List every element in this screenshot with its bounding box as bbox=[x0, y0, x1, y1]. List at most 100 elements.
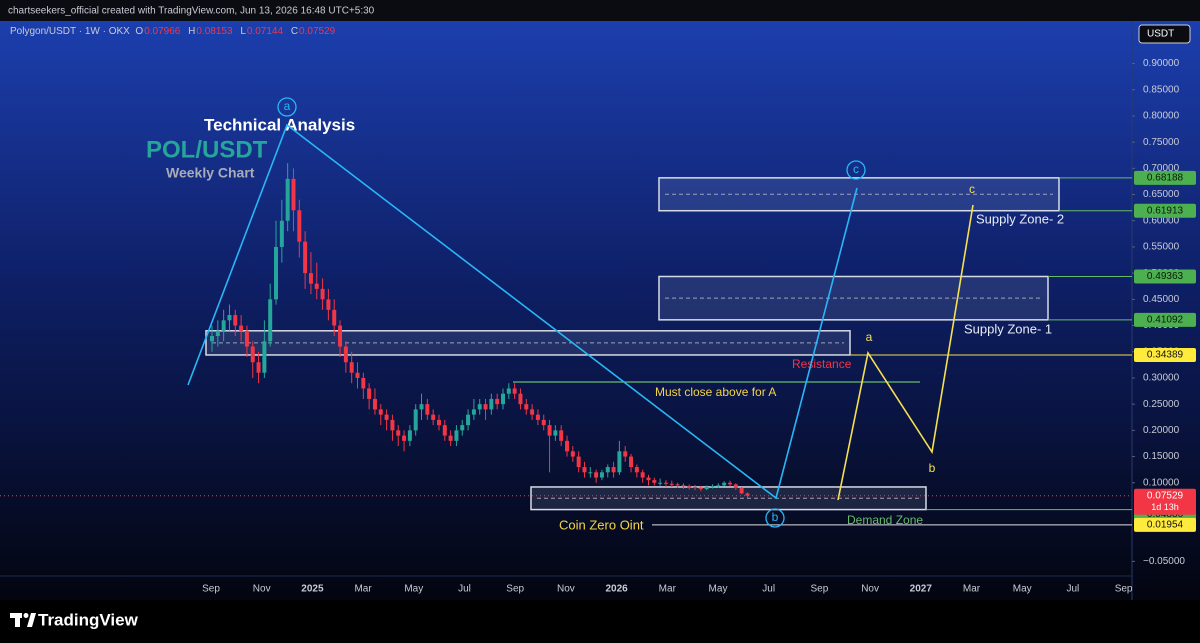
candle-body bbox=[390, 419, 395, 431]
footer-bar bbox=[0, 600, 1200, 643]
candle-body bbox=[378, 409, 383, 415]
candle-body bbox=[303, 241, 308, 274]
price-label: 0.49363 bbox=[1147, 271, 1184, 282]
x-tick-label: May bbox=[709, 584, 728, 595]
candle-body bbox=[559, 430, 564, 441]
candle-body bbox=[268, 299, 273, 342]
candle-body bbox=[687, 486, 692, 488]
candle-body bbox=[419, 404, 424, 410]
candle-body bbox=[553, 430, 558, 436]
candle-body bbox=[361, 377, 366, 389]
candle-body bbox=[221, 320, 226, 331]
candle-body bbox=[320, 288, 325, 300]
chart-background bbox=[0, 21, 1200, 600]
price-label-box bbox=[1134, 203, 1196, 218]
candle-body bbox=[367, 388, 372, 399]
candle-body bbox=[716, 485, 721, 487]
candle-body bbox=[407, 430, 412, 441]
currency-label: USDT bbox=[1147, 29, 1174, 40]
wave-label: a bbox=[284, 99, 291, 113]
candle-body bbox=[512, 388, 517, 394]
candle-body bbox=[611, 467, 616, 473]
candle-body bbox=[262, 341, 267, 373]
candle-body bbox=[349, 362, 354, 373]
impulse-wave bbox=[187, 123, 858, 500]
candle-body bbox=[658, 482, 663, 484]
y-tick-label: 0.75000 bbox=[1143, 137, 1180, 148]
price-label-box bbox=[1134, 488, 1196, 515]
candle-body bbox=[396, 430, 401, 436]
candle-body bbox=[227, 315, 232, 321]
candle-body bbox=[646, 477, 651, 481]
candle-body bbox=[518, 393, 523, 405]
candle-body bbox=[704, 486, 709, 490]
wave-label: b bbox=[772, 510, 779, 524]
candle-body bbox=[727, 482, 732, 485]
candle-body bbox=[402, 435, 407, 441]
candle-body bbox=[244, 330, 249, 347]
candle-body bbox=[372, 398, 377, 410]
x-tick-label: Nov bbox=[861, 584, 879, 595]
candle-body bbox=[233, 315, 238, 326]
candle-body bbox=[547, 425, 552, 436]
chart-title: Technical Analysis bbox=[204, 115, 355, 134]
wave-label: c bbox=[853, 162, 859, 176]
candle-body bbox=[599, 472, 604, 478]
footer-brand: TradingView bbox=[38, 610, 139, 629]
x-tick-label: Nov bbox=[557, 584, 575, 595]
zone-label: Resistance bbox=[792, 357, 852, 371]
y-tick-label: 0.80000 bbox=[1143, 111, 1180, 122]
candle-body bbox=[431, 414, 436, 420]
logo-shape bbox=[23, 613, 29, 618]
header-text: chartseekers_official created with Tradi… bbox=[8, 6, 375, 17]
candle-body bbox=[448, 435, 453, 441]
wave-circle bbox=[765, 508, 785, 528]
candle-body bbox=[722, 482, 727, 486]
x-tick-label: Jul bbox=[762, 584, 775, 595]
price-label-box bbox=[1134, 517, 1196, 532]
candle-body bbox=[541, 419, 546, 426]
logo-shape bbox=[15, 613, 20, 627]
candle-body bbox=[535, 414, 540, 420]
x-tick-label: May bbox=[404, 584, 423, 595]
candle-body bbox=[256, 362, 261, 373]
coin-zero-label: Coin Zero Oint bbox=[559, 517, 644, 532]
countdown-label: 1d 13h bbox=[1151, 502, 1179, 512]
wave-label: b bbox=[929, 461, 936, 475]
candle-body bbox=[675, 484, 680, 486]
chart-caption: Weekly Chart bbox=[166, 165, 255, 181]
candle-body bbox=[582, 467, 587, 473]
x-tick-label: May bbox=[1013, 584, 1032, 595]
candle-body bbox=[460, 425, 465, 431]
candle-body bbox=[466, 414, 471, 426]
ohlc-value: 0.08153 bbox=[196, 26, 233, 37]
price-label-box bbox=[1134, 170, 1196, 185]
candle-body bbox=[588, 472, 593, 474]
candle-body bbox=[297, 210, 302, 242]
price-label: 0.07529 bbox=[1147, 490, 1184, 501]
ohlc-value: 0.07529 bbox=[299, 26, 336, 37]
candle-body bbox=[326, 299, 331, 310]
candle-body bbox=[739, 488, 744, 494]
y-tick-label: 0.90000 bbox=[1143, 58, 1180, 69]
x-tick-label: Sep bbox=[202, 584, 220, 595]
candle-body bbox=[663, 482, 668, 484]
y-tick-label: 0.15000 bbox=[1143, 451, 1180, 462]
y-tick-label: 0.55000 bbox=[1143, 242, 1180, 253]
candle-body bbox=[355, 372, 360, 378]
candle-body bbox=[308, 273, 313, 284]
candle-body bbox=[285, 178, 290, 221]
y-tick-label: 0.60000 bbox=[1143, 215, 1180, 226]
logo-shape bbox=[27, 613, 36, 627]
x-tick-label: Jul bbox=[1067, 584, 1080, 595]
x-tick-label: Nov bbox=[253, 584, 271, 595]
wave-label: a bbox=[866, 330, 873, 344]
x-tick-label: Mar bbox=[659, 584, 677, 595]
x-tick-label: Sep bbox=[506, 584, 524, 595]
candle-body bbox=[524, 404, 529, 410]
candle-body bbox=[436, 419, 441, 426]
candle-body bbox=[239, 325, 244, 331]
wave-label: c bbox=[969, 182, 975, 196]
